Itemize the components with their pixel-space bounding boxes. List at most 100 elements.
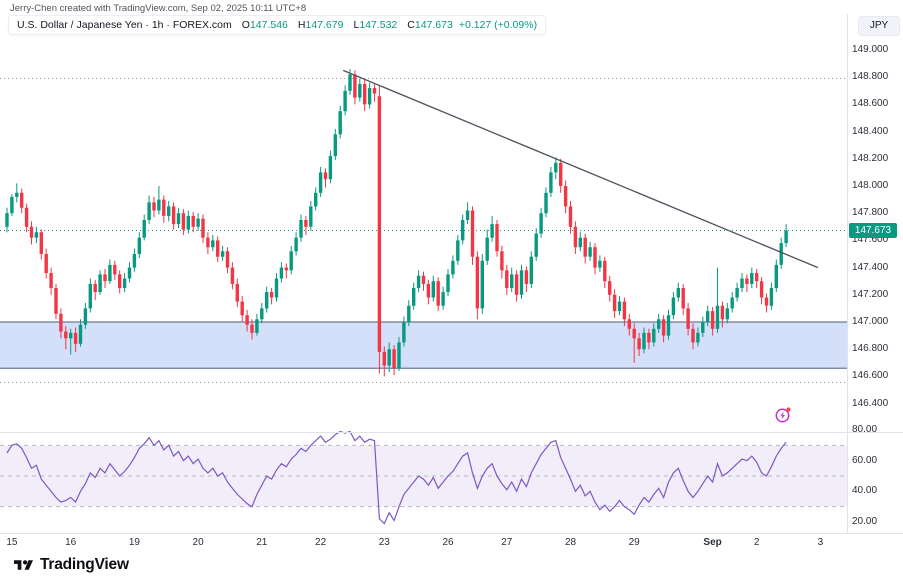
price-change: +0.127 (+0.09%) xyxy=(458,19,538,31)
candle-body xyxy=(769,288,774,306)
candle-body xyxy=(568,206,573,227)
candle-body xyxy=(113,264,117,275)
candle-body xyxy=(750,273,754,284)
candle-body xyxy=(755,273,759,282)
ohlc-open: O147.546 xyxy=(241,19,288,31)
candle-body xyxy=(456,240,460,261)
candle-body xyxy=(431,281,435,298)
candle-body xyxy=(171,206,176,225)
candle-body xyxy=(103,274,107,282)
candle-body xyxy=(201,218,205,238)
symbol-title: U.S. Dollar / Japanese Yen · 1h · FOREX.… xyxy=(17,19,232,31)
candle-body xyxy=(59,313,63,332)
date-axis-tick: 21 xyxy=(256,537,268,548)
price-axis-tick: 146.800 xyxy=(852,343,889,355)
candle-body xyxy=(279,267,284,279)
candle-body xyxy=(274,278,279,298)
candle-body xyxy=(485,237,489,261)
price-axis-tick: 147.400 xyxy=(852,261,889,273)
candle-body xyxy=(240,301,244,316)
candle-body xyxy=(196,218,200,227)
candle-body xyxy=(563,186,568,207)
realtime-lightning-icon[interactable] xyxy=(773,405,793,425)
candle-body xyxy=(632,328,636,339)
candle-body xyxy=(524,270,529,284)
candle-body xyxy=(603,260,607,282)
candle-body xyxy=(142,220,146,238)
candle-body xyxy=(367,88,372,105)
trendline[interactable] xyxy=(342,69,819,269)
candle-body xyxy=(220,251,225,257)
candle-body xyxy=(338,111,342,135)
candle-body xyxy=(421,275,426,284)
candle-body xyxy=(495,224,499,252)
candle-body xyxy=(78,324,83,344)
candle-body xyxy=(132,254,137,268)
candle-body xyxy=(245,315,249,325)
candle-body xyxy=(333,134,337,157)
candle-body xyxy=(554,162,558,173)
candle-body xyxy=(255,319,259,333)
currency-button[interactable]: JPY xyxy=(858,16,900,36)
candle-body xyxy=(480,260,484,309)
candle-body xyxy=(426,283,431,298)
last-price-label: 147.673 xyxy=(849,223,897,238)
price-axis-tick: 147.200 xyxy=(852,288,889,300)
candle-body xyxy=(73,332,78,344)
candle-body xyxy=(510,274,514,288)
candle-body xyxy=(118,274,122,288)
candle-body xyxy=(353,74,357,98)
candle-body xyxy=(774,264,778,288)
symbol-legend-chip[interactable]: U.S. Dollar / Japanese Yen · 1h · FOREX.… xyxy=(8,15,547,35)
candle-body xyxy=(701,322,705,333)
candle-body xyxy=(519,270,524,295)
candle-body xyxy=(652,328,656,343)
candle-body xyxy=(162,199,166,216)
candle-body xyxy=(44,254,48,274)
candle-body xyxy=(730,297,734,309)
candle-body xyxy=(34,232,39,238)
candle-body xyxy=(309,206,313,227)
candle-body xyxy=(250,324,254,333)
candle-body xyxy=(784,230,788,244)
rsi-line xyxy=(6,430,787,525)
ohlc-low: L147.532 xyxy=(353,19,398,31)
candle-body xyxy=(191,215,195,227)
candle-body xyxy=(544,192,548,214)
candle-body xyxy=(49,273,53,288)
candle-body xyxy=(314,192,318,207)
date-axis-tick: Sep xyxy=(703,537,722,548)
candle-body xyxy=(29,226,34,238)
tradingview-logo[interactable]: TradingView xyxy=(14,556,129,574)
price-axis-tick: 147.600 xyxy=(852,234,889,246)
attribution-text: Jerry-Chen created with TradingView.com,… xyxy=(10,3,307,14)
candle-body xyxy=(627,319,631,329)
candle-body xyxy=(318,172,323,193)
candle-body xyxy=(260,308,264,320)
price-axis-tick: 146.600 xyxy=(852,370,889,382)
candle-body xyxy=(759,281,764,298)
candle-body xyxy=(397,342,401,369)
candle-body xyxy=(779,243,783,265)
candle-body xyxy=(657,319,661,329)
candle-body xyxy=(470,210,475,257)
date-axis-tick: 2 xyxy=(753,537,760,548)
candle-body xyxy=(69,332,73,339)
candle-body xyxy=(304,220,308,227)
date-axis-tick: 15 xyxy=(6,537,18,548)
candle-body xyxy=(186,215,190,230)
rsi-band xyxy=(0,445,847,507)
price-axis-tick: 148.800 xyxy=(852,71,889,83)
candle-body xyxy=(407,305,411,322)
candle-body xyxy=(642,332,646,350)
support-zone-rect[interactable] xyxy=(0,322,847,369)
date-axis-tick: 29 xyxy=(628,537,640,548)
candle-body xyxy=(284,267,288,271)
candle-body xyxy=(436,281,440,306)
candle-body xyxy=(88,283,92,309)
candle-body xyxy=(539,213,543,234)
candle-body xyxy=(235,283,239,302)
candle-body xyxy=(745,278,749,284)
